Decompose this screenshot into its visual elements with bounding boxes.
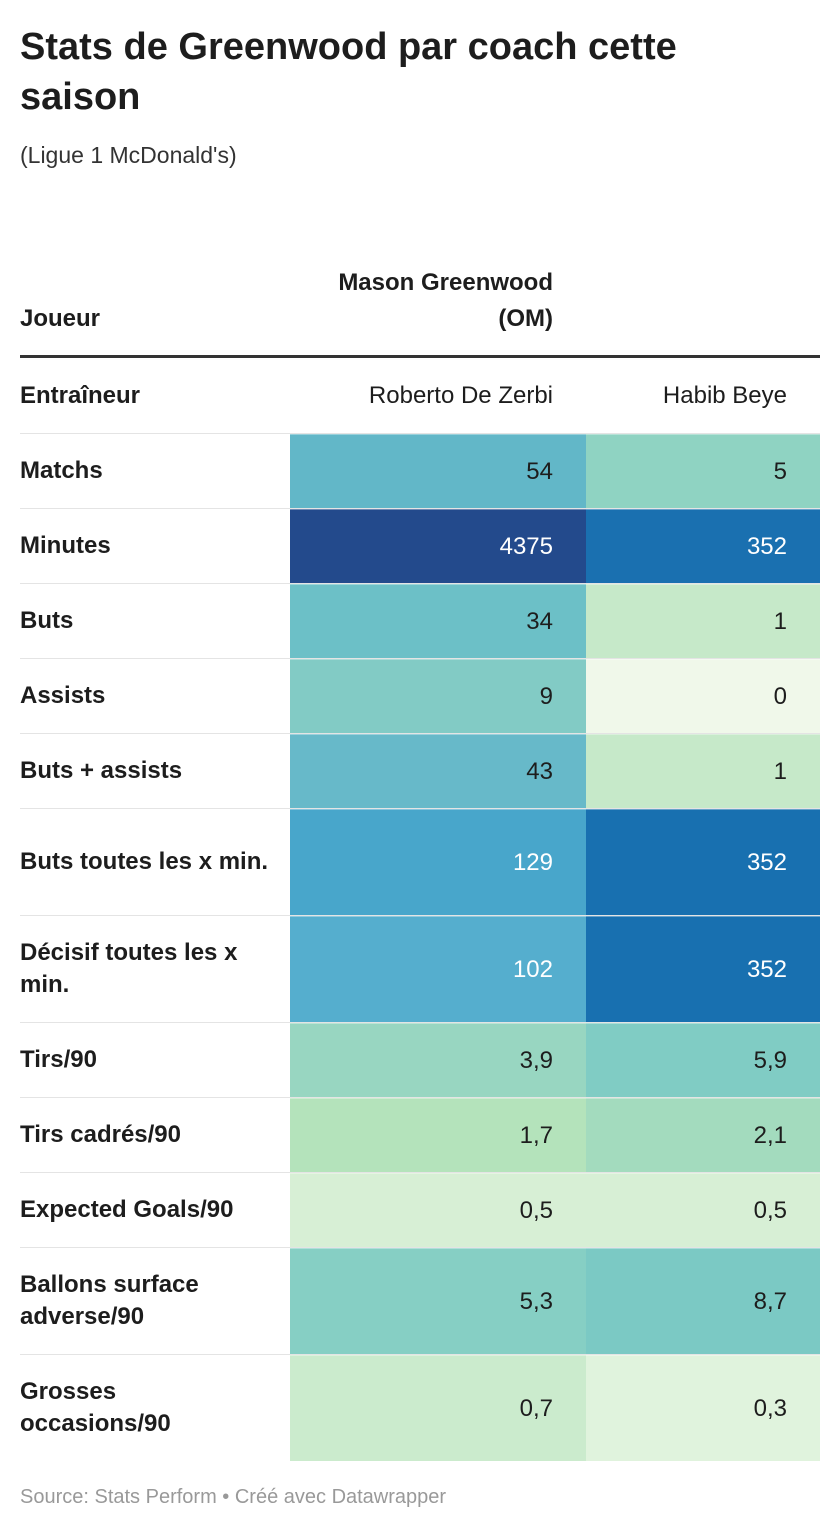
header-row: Joueur Mason Greenwood (OM)	[20, 228, 820, 358]
data-row: Minutes 4375 352	[20, 508, 820, 583]
header-cell: Joueur	[20, 305, 101, 332]
row-label: Matchs	[20, 457, 103, 484]
value-cell: 5,9	[586, 1023, 820, 1097]
row-label: Décisif toutes les x min.	[20, 939, 238, 998]
header-cell	[586, 228, 820, 355]
row-label: Buts toutes les x min.	[20, 848, 269, 875]
value-cell: 2,1	[586, 1098, 820, 1172]
row-label: Ballons surface adverse/90	[20, 1271, 199, 1330]
data-row: Décisif toutes les x min. 102 352	[20, 915, 820, 1022]
value-cell: 54	[290, 434, 586, 508]
data-row: Buts + assists 43 1	[20, 733, 820, 808]
footer: Source: Stats Perform • Créé avec Datawr…	[20, 1486, 447, 1508]
data-row: Tirs cadrés/90 1,7 2,1	[20, 1097, 820, 1172]
value-cell: 43	[290, 734, 586, 808]
data-row: Buts toutes les x min. 129 352	[20, 808, 820, 915]
data-row: Buts 34 1	[20, 583, 820, 658]
value-cell: 1	[586, 584, 820, 658]
value-cell: 0,3	[586, 1355, 820, 1461]
title: Stats de Greenwood par coach cette saiso…	[20, 26, 677, 118]
row-label: Tirs cadrés/90	[20, 1121, 182, 1148]
data-row: Matchs 54 5	[20, 433, 820, 508]
row-label: Expected Goals/90	[20, 1196, 234, 1223]
value-cell: 0,7	[290, 1355, 586, 1461]
value-cell: 0,5	[290, 1173, 586, 1247]
row-label: Assists	[20, 682, 106, 709]
value-cell: 5	[586, 434, 820, 508]
data-row: Tirs/90 3,9 5,9	[20, 1022, 820, 1097]
row-label: Grosses occasions/90	[20, 1378, 171, 1437]
row-label: Minutes	[20, 532, 111, 559]
coach-row: Entraîneur Roberto De Zerbi Habib Beye	[20, 358, 820, 433]
subtitle: (Ligue 1 McDonald's)	[20, 142, 237, 168]
data-row: Grosses occasions/90 0,7 0,3	[20, 1354, 820, 1461]
row-label: Tirs/90	[20, 1046, 97, 1073]
coach-cell: Habib Beye	[662, 381, 787, 409]
value-cell: 9	[290, 659, 586, 733]
value-cell: 352	[586, 916, 820, 1022]
row-label: Entraîneur	[20, 381, 141, 409]
row-label: Buts	[20, 607, 74, 634]
value-cell: 352	[586, 809, 820, 915]
value-cell: 1	[586, 734, 820, 808]
header-cell: Mason Greenwood (OM)	[338, 269, 553, 332]
data-row: Assists 9 0	[20, 658, 820, 733]
table: Joueur Mason Greenwood (OM) Entraîneur R…	[20, 228, 820, 1461]
data-row: Expected Goals/90 0,5 0,5	[20, 1172, 820, 1247]
value-cell: 34	[290, 584, 586, 658]
data-row: Ballons surface adverse/90 5,3 8,7	[20, 1247, 820, 1354]
value-cell: 5,3	[290, 1248, 586, 1354]
value-cell: 0,5	[586, 1173, 820, 1247]
coach-cell: Roberto De Zerbi	[368, 381, 553, 409]
value-cell: 1,7	[290, 1098, 586, 1172]
value-cell: 102	[290, 916, 586, 1022]
row-label: Buts + assists	[20, 757, 183, 784]
value-cell: 8,7	[586, 1248, 820, 1354]
value-cell: 129	[290, 809, 586, 915]
value-cell: 4375	[290, 509, 586, 583]
value-cell: 3,9	[290, 1023, 586, 1097]
value-cell: 0	[586, 659, 820, 733]
value-cell: 352	[586, 509, 820, 583]
